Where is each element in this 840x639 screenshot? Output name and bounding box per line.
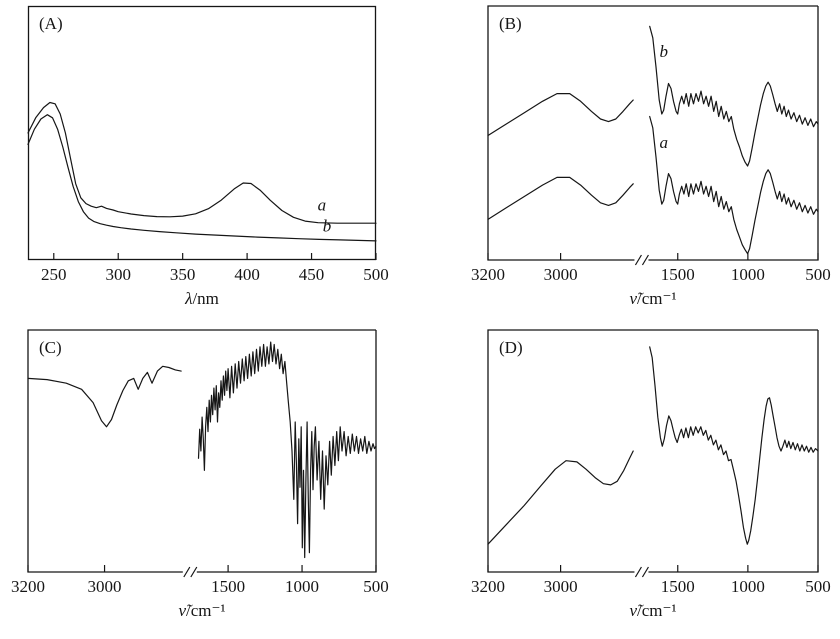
panel-a-plot: 250 300 350 400 450 500 ab — [27, 5, 389, 284]
axis-tick-label: 3000 — [88, 577, 122, 596]
plot-frame — [648, 6, 819, 261]
curve-label-a: a — [318, 195, 327, 214]
axis-tick-label: 350 — [170, 265, 196, 284]
plot-frame — [648, 330, 819, 573]
axis-tick-label: 1000 — [731, 265, 765, 284]
axis-tick-label: 500 — [363, 265, 389, 284]
panel-d-x-axis-symbol: ν̃ — [629, 601, 637, 620]
figure-panel-b: (B) 3200 3000 1500 1000 500 b a ν̃/cm⁻¹ — [471, 5, 831, 309]
plot-frame — [196, 330, 377, 573]
curve-label-b: b — [323, 217, 332, 236]
spectrum-curve — [487, 450, 634, 545]
panel-c-plot: 3200 3000 1500 1000 500 — [11, 329, 389, 596]
axis-tick-label: 300 — [105, 265, 131, 284]
panel-d-label: (D) — [499, 338, 523, 357]
axis-tick-label: 500 — [363, 577, 389, 596]
panel-a-label: (A) — [39, 14, 63, 33]
panel-d-plot: 3200 3000 1500 1000 500 — [471, 329, 831, 596]
panel-c-x-axis-symbol: ν̃ — [178, 601, 186, 620]
axis-tick-label: 1500 — [211, 577, 245, 596]
panel-d-x-axis-unit: /cm⁻¹ — [636, 601, 677, 620]
spectrum-curve-a — [27, 101, 377, 224]
figure-panel-a: (A) 250 300 350 400 450 500 a b λ/nm — [27, 5, 389, 309]
axis-tick-label: 450 — [299, 265, 325, 284]
axis-break-mark — [634, 566, 649, 578]
panel-a-x-axis-label: λ/nm — [28, 289, 376, 309]
axis-tick-label: 3200 — [471, 577, 505, 596]
panel-a-x-axis-unit: /nm — [192, 289, 219, 308]
panel-c-x-axis-label: ν̃/cm⁻¹ — [28, 601, 376, 621]
axis-tick-label: 3200 — [471, 265, 505, 284]
axis-tick-label: 250 — [41, 265, 67, 284]
panel-d-x-axis-label: ν̃/cm⁻¹ — [488, 601, 818, 621]
panel-b-x-axis-unit: /cm⁻¹ — [636, 289, 677, 308]
spectrum-curve-a — [487, 176, 634, 220]
axis-tick-label: 3200 — [11, 577, 45, 596]
plot-frame — [487, 329, 818, 573]
panel-b-x-axis-symbol: ν̃ — [629, 289, 637, 308]
axis-tick-label: 500 — [805, 265, 831, 284]
panel-c-x-axis-unit: /cm⁻¹ — [185, 601, 226, 620]
spectrum-curve-a — [649, 115, 819, 255]
curve-label-a: a — [659, 133, 668, 152]
axis-tick-label: 3000 — [544, 577, 578, 596]
axis-tick-label: 1500 — [661, 265, 695, 284]
axis-tick-label: 1000 — [731, 577, 765, 596]
axis-tick-label: 3000 — [544, 265, 578, 284]
panel-b-plot: 3200 3000 1500 1000 500 b a — [471, 5, 831, 284]
panel-a-x-axis-symbol: λ — [185, 289, 193, 308]
axis-break-mark — [183, 566, 198, 578]
spectrum-curve-b — [649, 25, 819, 167]
spectrum-curve-b — [487, 92, 634, 137]
axis-tick-label: 500 — [805, 577, 831, 596]
figure-panel-d: (D) 3200 3000 1500 1000 500 ν̃/cm⁻¹ — [471, 329, 831, 621]
plot-frame — [27, 329, 376, 573]
axis-tick-label: 1000 — [285, 577, 319, 596]
axis-tick-label: 1500 — [661, 577, 695, 596]
axis-tick-label: 400 — [234, 265, 260, 284]
axis-break-mark — [634, 254, 649, 266]
spectrum-curve-b — [27, 114, 377, 242]
panel-c-label: (C) — [39, 338, 62, 357]
panel-b-label: (B) — [499, 14, 522, 33]
curve-label-b: b — [659, 42, 668, 61]
panel-b-x-axis-label: ν̃/cm⁻¹ — [488, 289, 818, 309]
plot-frame — [487, 5, 818, 261]
spectrum-curve — [649, 346, 819, 545]
figure-panel-c: (C) 3200 3000 1500 1000 500 ν̃/cm⁻¹ — [11, 329, 389, 621]
spectrum-curve — [27, 365, 182, 428]
spectrum-curve — [197, 341, 377, 559]
